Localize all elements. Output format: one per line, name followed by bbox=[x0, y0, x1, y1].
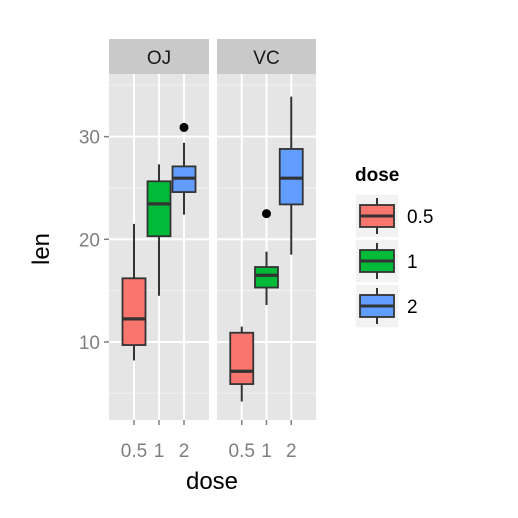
legend-keys: 0.5 1 2 bbox=[354, 193, 433, 329]
facet-panels: OJ VC bbox=[109, 39, 316, 420]
legend-key-2: 2 bbox=[354, 283, 418, 329]
legend-label: 2 bbox=[407, 297, 418, 318]
legend-label: 0.5 bbox=[407, 207, 433, 228]
facet-panel-oj: OJ bbox=[109, 39, 209, 420]
y-tick-label: 30 bbox=[79, 128, 100, 149]
x-axis-title: dose bbox=[186, 468, 238, 495]
outlier-point bbox=[179, 122, 189, 132]
box-oj-0_5 bbox=[121, 223, 147, 361]
x-tick-label: 1 bbox=[261, 441, 272, 462]
facet-strip bbox=[217, 39, 316, 74]
x-tick-label: 1 bbox=[154, 441, 165, 462]
y-tick-label: 10 bbox=[79, 333, 100, 354]
y-axis-title: len bbox=[28, 233, 55, 265]
x-tick-label: 0.5 bbox=[121, 441, 147, 462]
legend-key-1: 1 bbox=[354, 238, 418, 284]
facet-panel-vc: VC bbox=[217, 39, 316, 420]
box-vc-2 bbox=[278, 96, 304, 255]
outlier-point bbox=[262, 209, 271, 219]
x-tick-label: 0.5 bbox=[229, 441, 255, 462]
facet-strip-label: OJ bbox=[147, 48, 171, 69]
box-body bbox=[254, 266, 279, 289]
box-oj-1 bbox=[146, 164, 172, 296]
x-tick-label: 2 bbox=[179, 441, 190, 462]
facet-strip-label: VC bbox=[253, 48, 279, 69]
box-body bbox=[229, 331, 255, 385]
box-body bbox=[121, 277, 147, 346]
legend-key-0_5: 0.5 bbox=[354, 193, 433, 239]
box-vc-1 bbox=[254, 209, 279, 306]
box-vc-0_5 bbox=[229, 326, 255, 402]
legend: dose 0.5 1 2 bbox=[354, 165, 433, 329]
x-tick-label: 2 bbox=[286, 441, 297, 462]
legend-label: 1 bbox=[407, 252, 418, 273]
y-tick-label: 20 bbox=[79, 230, 100, 251]
facet-strip bbox=[109, 39, 209, 74]
box-body bbox=[146, 180, 172, 238]
y-axis: 10 20 30 bbox=[79, 128, 109, 354]
box-oj-2 bbox=[171, 122, 197, 215]
x-axis: 0.5 1 2 0.5 1 2 bbox=[121, 420, 297, 462]
legend-title: dose bbox=[355, 165, 399, 186]
